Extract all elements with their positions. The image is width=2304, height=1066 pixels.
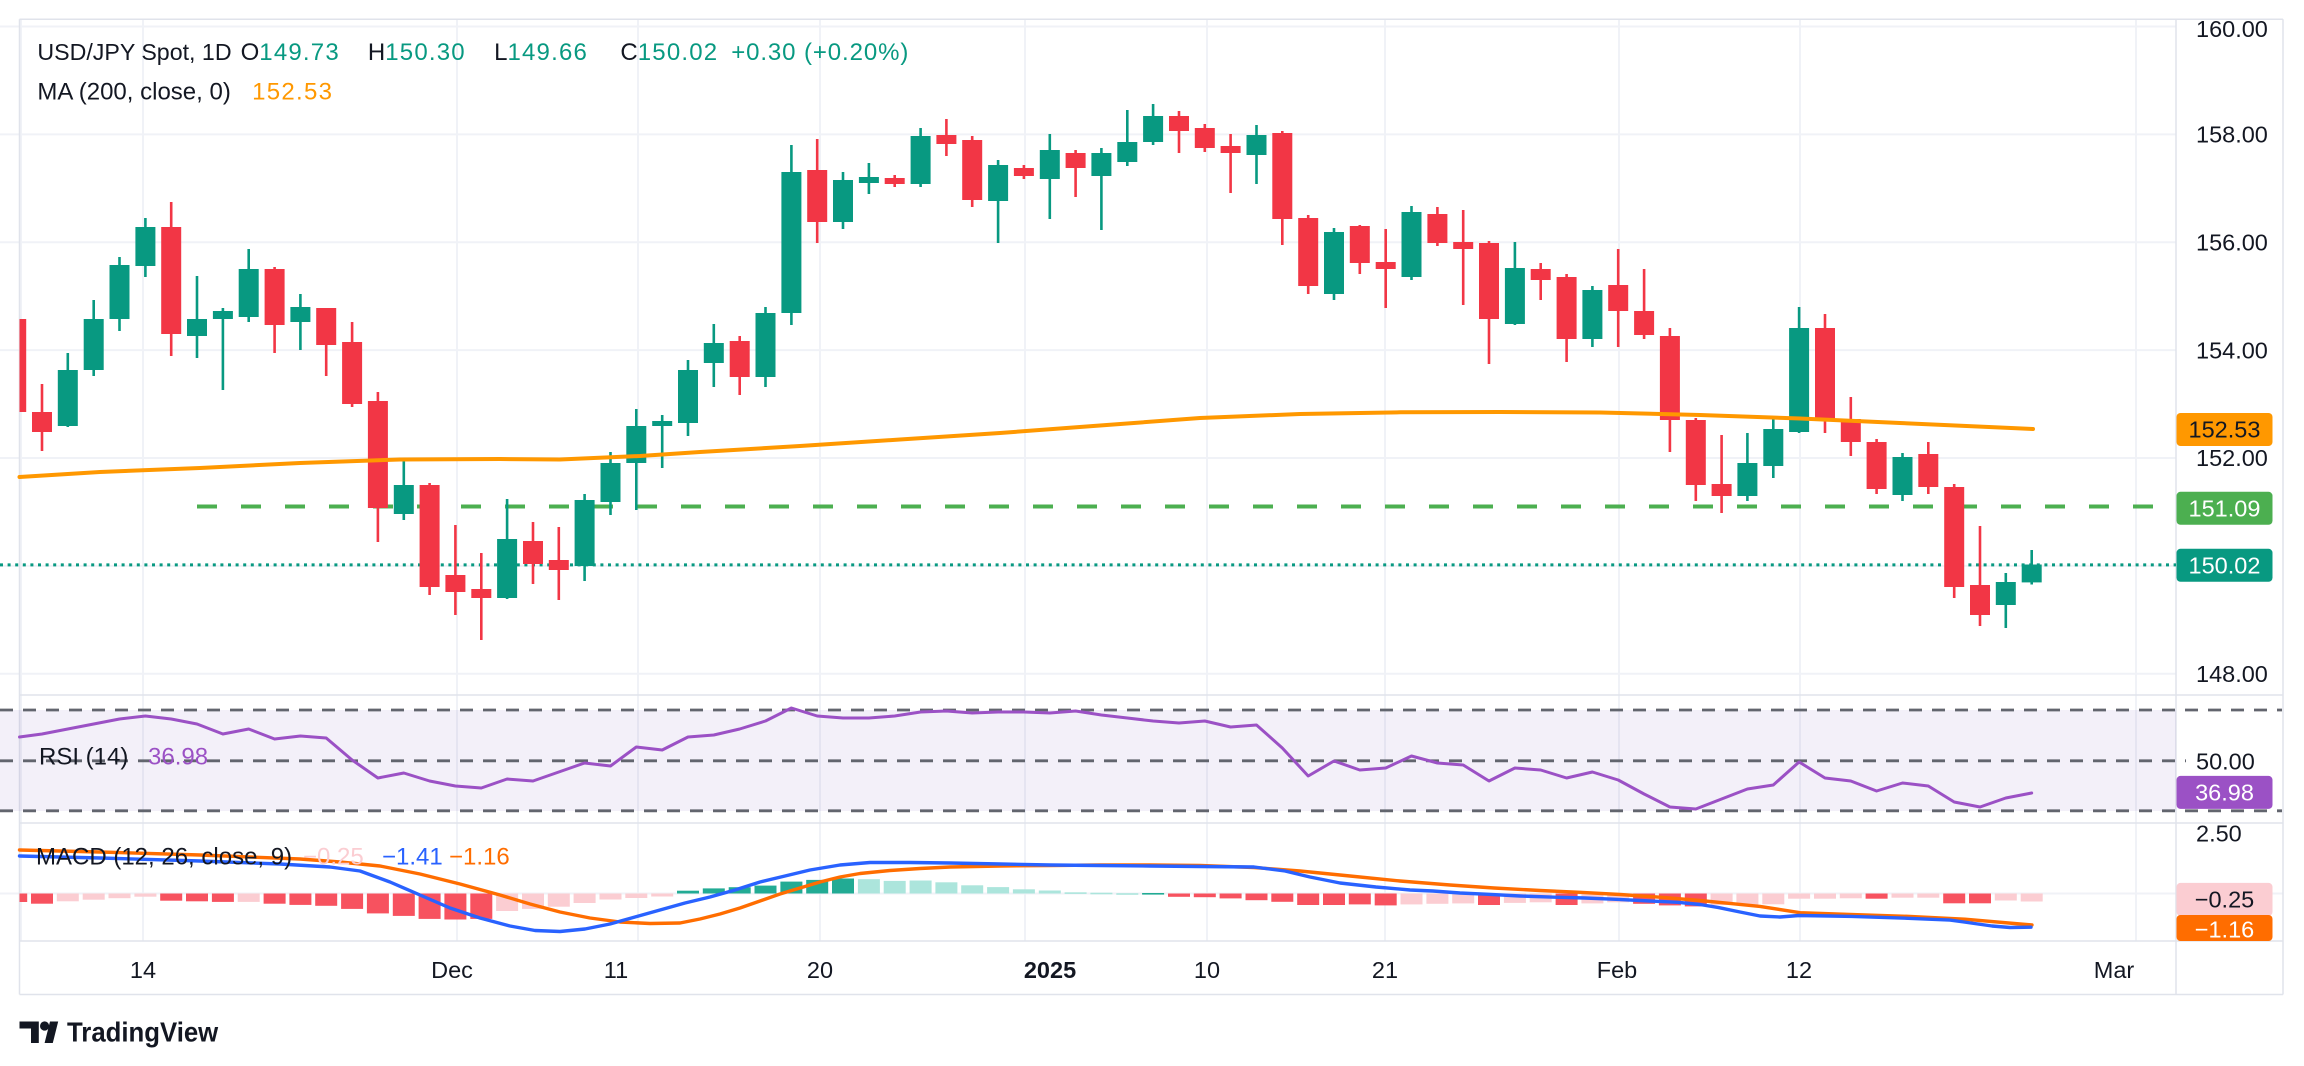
svg-text:RSI (14): RSI (14) (39, 744, 128, 771)
svg-text:USD/JPY Spot, 1D: USD/JPY Spot, 1D (37, 39, 231, 65)
svg-text:O149.73: O149.73 (241, 39, 340, 66)
svg-text:152.53: 152.53 (252, 79, 333, 106)
svg-text:−1.16: −1.16 (449, 844, 510, 871)
svg-text:152.00: 152.00 (2196, 445, 2268, 471)
svg-text:150.02: 150.02 (2189, 553, 2261, 579)
svg-text:2.50: 2.50 (2196, 820, 2242, 846)
svg-text:−1.16: −1.16 (2195, 917, 2254, 943)
svg-text:C150.02: C150.02 (620, 39, 718, 66)
svg-text:156.00: 156.00 (2196, 230, 2268, 256)
svg-text:50.00: 50.00 (2196, 749, 2255, 775)
svg-text:+0.30 (+0.20%): +0.30 (+0.20%) (731, 39, 909, 66)
svg-text:2025: 2025 (1024, 957, 1076, 983)
svg-text:Mar: Mar (2094, 957, 2135, 983)
svg-text:TradingView: TradingView (67, 1017, 218, 1048)
svg-text:160.00: 160.00 (2196, 16, 2268, 42)
svg-text:Feb: Feb (1597, 957, 1638, 983)
svg-text:36.98: 36.98 (148, 744, 208, 771)
svg-text:11: 11 (604, 957, 628, 983)
svg-text:152.53: 152.53 (2189, 417, 2261, 443)
svg-text:154.00: 154.00 (2196, 337, 2268, 363)
svg-text:−0.25: −0.25 (303, 844, 364, 871)
svg-text:−0.25: −0.25 (2195, 887, 2254, 913)
svg-text:10: 10 (1194, 957, 1220, 983)
svg-text:L149.66: L149.66 (494, 39, 588, 66)
svg-text:H150.30: H150.30 (368, 39, 466, 66)
svg-text:158.00: 158.00 (2196, 122, 2268, 148)
svg-text:151.09: 151.09 (2189, 496, 2261, 522)
svg-text:12: 12 (1786, 957, 1812, 983)
svg-text:MA (200, close, 0): MA (200, close, 0) (37, 79, 230, 106)
svg-text:36.98: 36.98 (2195, 780, 2254, 806)
svg-text:21: 21 (1372, 957, 1398, 983)
svg-text:Dec: Dec (431, 957, 473, 983)
svg-text:−1.41: −1.41 (382, 844, 443, 871)
svg-text:20: 20 (807, 957, 833, 983)
svg-text:14: 14 (130, 957, 156, 983)
svg-text:148.00: 148.00 (2196, 661, 2268, 687)
svg-text:MACD (12, 26, close, 9): MACD (12, 26, close, 9) (36, 844, 292, 871)
